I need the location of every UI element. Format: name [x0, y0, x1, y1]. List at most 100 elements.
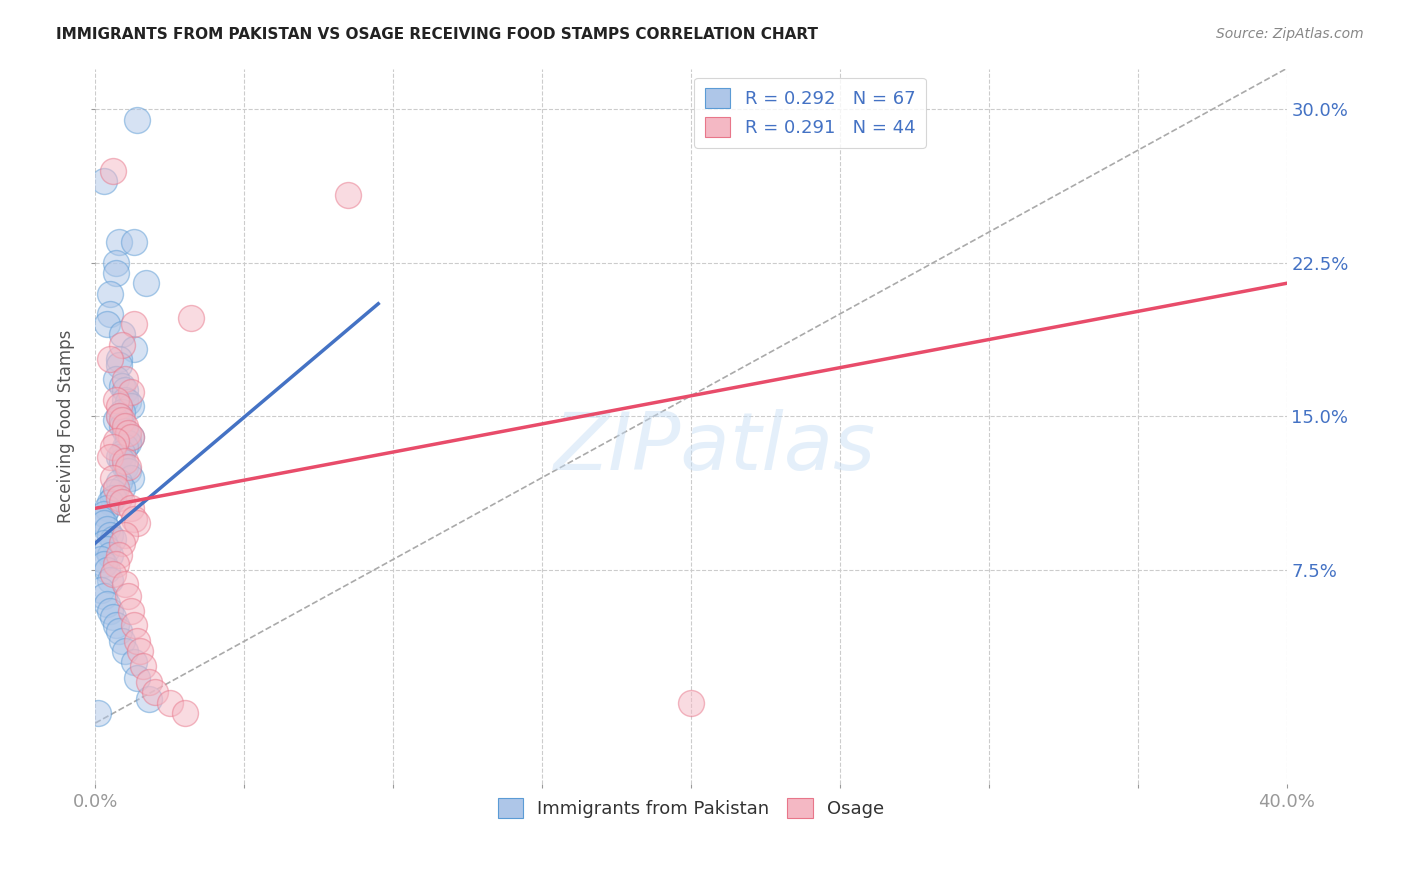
Point [108, 409, 131, 424]
Point [93, 508, 115, 522]
Point [105, 481, 128, 495]
Point [98, 573, 121, 587]
Point [105, 266, 128, 280]
Point [108, 491, 131, 505]
Point [111, 454, 134, 468]
Point [135, 277, 157, 291]
Point [105, 372, 128, 386]
Point [111, 495, 134, 509]
Point [108, 409, 131, 424]
Point [117, 460, 139, 475]
Point [108, 549, 131, 563]
Point [125, 671, 148, 685]
Point [108, 399, 131, 413]
Point [93, 516, 115, 530]
Point [93, 174, 115, 188]
Point [103, 484, 125, 499]
Point [117, 395, 139, 409]
Point [98, 307, 121, 321]
Point [98, 549, 121, 563]
Point [105, 434, 128, 448]
Point [98, 286, 121, 301]
Point [120, 501, 142, 516]
Point [117, 425, 139, 440]
Y-axis label: Receiving Food Stamps: Receiving Food Stamps [58, 330, 75, 524]
Text: Source: ZipAtlas.com: Source: ZipAtlas.com [1216, 27, 1364, 41]
Point [108, 351, 131, 366]
Point [117, 465, 139, 479]
Point [98, 603, 121, 617]
Point [132, 658, 155, 673]
Point [111, 446, 134, 460]
Point [98, 351, 121, 366]
Point [96, 501, 118, 516]
Point [122, 342, 145, 356]
Point [96, 317, 118, 331]
Point [90, 511, 112, 525]
Point [120, 603, 142, 617]
Point [111, 536, 134, 550]
Point [108, 235, 131, 250]
Point [125, 516, 148, 530]
Point [114, 460, 136, 475]
Point [103, 440, 125, 454]
Point [103, 163, 125, 178]
Point [679, 696, 702, 710]
Point [96, 563, 118, 577]
Point [114, 424, 136, 438]
Point [114, 372, 136, 386]
Point [98, 450, 121, 465]
Point [337, 188, 360, 202]
Point [111, 634, 134, 648]
Point [108, 475, 131, 489]
Point [96, 522, 118, 536]
Point [98, 495, 121, 509]
Point [111, 413, 134, 427]
Point [159, 696, 181, 710]
Point [103, 566, 125, 581]
Point [180, 311, 202, 326]
Point [111, 419, 134, 434]
Point [114, 577, 136, 591]
Point [122, 655, 145, 669]
Point [173, 706, 195, 720]
Point [108, 450, 131, 465]
Point [96, 598, 118, 612]
Point [111, 337, 134, 351]
Point [105, 256, 128, 270]
Point [122, 235, 145, 250]
Point [103, 532, 125, 546]
Point [105, 557, 128, 571]
Point [143, 685, 166, 699]
Point [114, 454, 136, 468]
Legend: Immigrants from Pakistan, Osage: Immigrants from Pakistan, Osage [491, 791, 891, 825]
Text: IMMIGRANTS FROM PAKISTAN VS OSAGE RECEIVING FOOD STAMPS CORRELATION CHART: IMMIGRANTS FROM PAKISTAN VS OSAGE RECEIV… [56, 27, 818, 42]
Point [93, 589, 115, 603]
Point [120, 384, 142, 399]
Point [117, 589, 139, 603]
Point [98, 528, 121, 542]
Point [96, 542, 118, 557]
Point [120, 470, 142, 484]
Point [125, 112, 148, 127]
Point [87, 706, 110, 720]
Point [138, 691, 160, 706]
Point [93, 536, 115, 550]
Point [108, 624, 131, 638]
Point [93, 557, 115, 571]
Point [122, 511, 145, 525]
Point [129, 644, 152, 658]
Point [105, 392, 128, 407]
Point [122, 618, 145, 632]
Point [103, 609, 125, 624]
Text: ZIPatlas: ZIPatlas [554, 409, 876, 487]
Point [120, 430, 142, 444]
Point [138, 675, 160, 690]
Point [108, 358, 131, 372]
Point [103, 491, 125, 505]
Point [117, 430, 139, 444]
Point [114, 528, 136, 542]
Point [111, 405, 134, 419]
Point [114, 383, 136, 397]
Point [120, 430, 142, 444]
